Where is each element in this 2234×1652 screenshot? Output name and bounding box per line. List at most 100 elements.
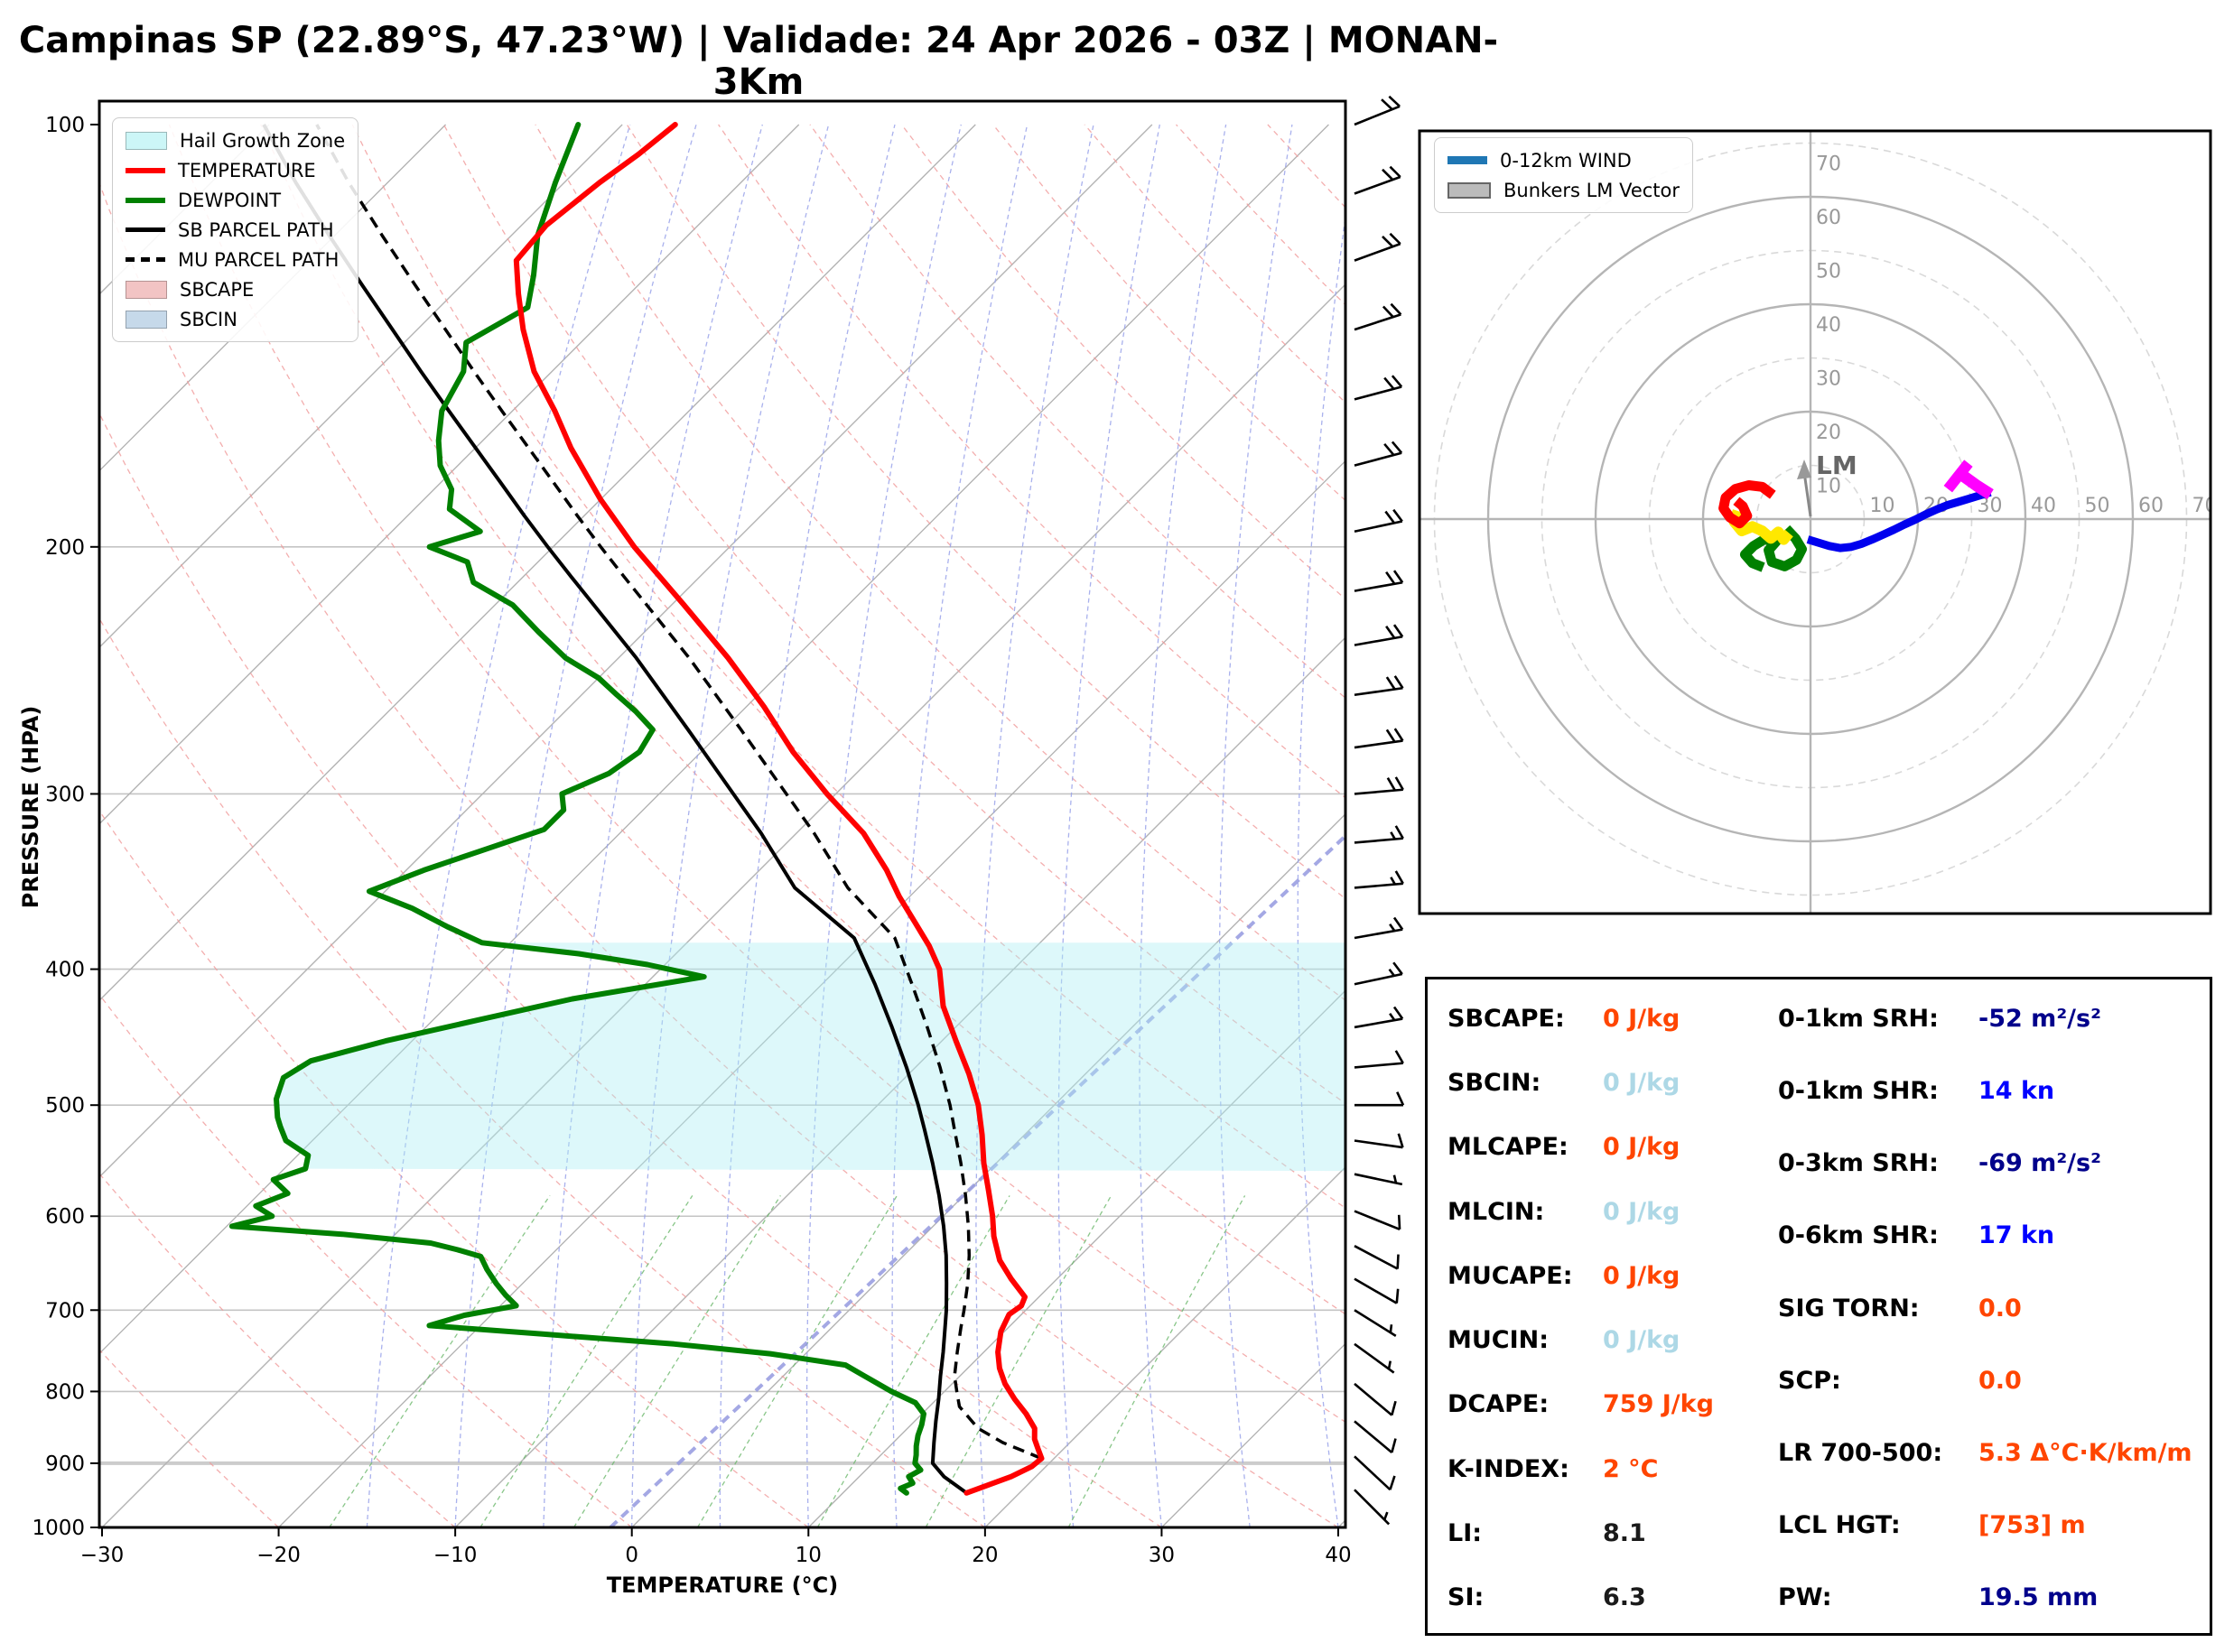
index-row-mlcin: MLCIN: 0 J/kg [1447, 1197, 1680, 1226]
skewt-gridlines [99, 124, 1345, 1527]
wind-barb [1354, 675, 1404, 697]
indices-panel: SBCAPE: 0 J/kg SBCIN: 0 J/kg MLCAPE: 0 J/kg… [1425, 977, 2212, 1636]
index-row-dcape: DCAPE: 759 J/kg [1447, 1390, 1714, 1419]
wind-barbs-column [1354, 95, 1405, 1526]
index-row-0-3km-srh: 0-3km SRH: -69 m²/s² [1778, 1149, 2101, 1178]
wind-line-swatch-icon [1447, 156, 1487, 164]
pressure-tick-label: 600 [45, 1205, 85, 1229]
temperature-tick-label: −20 [256, 1544, 301, 1567]
hodo-bunkers-marker [1959, 469, 1994, 500]
pressure-tick-label: 500 [45, 1094, 85, 1118]
hodo-ring-label: 10 [1870, 495, 1895, 517]
wind-barb [1354, 1091, 1405, 1107]
index-row-pw: PW: 19.5 mm [1778, 1583, 2099, 1611]
temperature-tick-label: −30 [80, 1544, 125, 1567]
wind-barb [1354, 870, 1404, 889]
index-row-0-6km-shr: 0-6km SHR: 17 kn [1778, 1221, 2055, 1250]
sbcin-swatch-icon [126, 310, 167, 329]
index-row-si: SI: 6.3 [1447, 1582, 1646, 1611]
wind-barb [1354, 232, 1401, 262]
lm-marker-label: LM [1816, 450, 1857, 480]
hodo-ring-label: 30 [1816, 368, 1841, 391]
sb-parcel-path-line [262, 124, 968, 1495]
index-row-scp: SCP: 0.0 [1778, 1366, 2022, 1395]
hodo-ring-label: 50 [2085, 495, 2110, 517]
hail-zone-swatch-icon [126, 131, 167, 150]
legend-item-0-12km-wind: 0-12km WIND [1447, 145, 1680, 175]
hodo-bunkers-marker-bar [1943, 459, 1973, 493]
hodograph-frame [1418, 129, 2212, 915]
sb-parcel-line-swatch-icon [126, 227, 165, 232]
legend-item-temperature: TEMPERATURE [126, 155, 345, 185]
wind-barb [1354, 1210, 1401, 1231]
index-row-0-1km-shr: 0-1km SHR: 14 kn [1778, 1077, 2055, 1106]
dewpoint-line-swatch-icon [126, 197, 165, 203]
wind-barb [1354, 441, 1403, 467]
hodo-ring-label: 20 [1816, 422, 1841, 444]
wind-barb [1354, 95, 1401, 126]
wind-barb [1354, 570, 1404, 592]
wind-barb [1354, 916, 1404, 940]
skewt-y-axis-title: PRESSURE (HPA) [18, 705, 43, 909]
wind-barb [1354, 961, 1403, 986]
hodo-ring-label: 70 [2192, 495, 2218, 517]
skewt-profiles [228, 122, 1045, 1496]
temperature-line [513, 122, 1045, 1496]
index-row-lr-700-500: LR 700-500: 5.3 Δ°C·K/km/m [1778, 1438, 2192, 1467]
pressure-tick-label: 200 [45, 536, 85, 560]
hodo-ring-label: 10 [1816, 476, 1841, 498]
lm-vector-arrow-icon [1797, 459, 1811, 479]
wind-barb [1354, 1133, 1404, 1149]
hodo-trace-3-6km [1739, 524, 1807, 572]
index-row-0-1km-srh: 0-1km SRH: -52 m²/s² [1778, 1005, 2101, 1033]
wind-barb [1354, 776, 1404, 795]
hodo-trace-0-1km [1718, 480, 1776, 529]
wind-barb [1354, 1309, 1397, 1338]
index-row-lcl-hgt: LCL HGT: [753] m [1778, 1510, 2086, 1539]
index-row-k-index: K-INDEX: 2 °C [1447, 1454, 1659, 1483]
wind-barb [1354, 1277, 1400, 1304]
index-row-mlcape: MLCAPE: 0 J/kg [1447, 1133, 1680, 1162]
pressure-tick-label: 1000 [32, 1517, 85, 1540]
wind-barb [1354, 1006, 1404, 1029]
hodo-trace-6-12km [1806, 487, 1992, 552]
wind-barb [1354, 1489, 1391, 1526]
wind-barb [1354, 508, 1403, 533]
temperature-tick-label: 20 [972, 1544, 998, 1567]
wind-barb [1354, 1050, 1404, 1069]
wind-barb [1354, 624, 1404, 646]
pressure-tick-label: 800 [45, 1380, 85, 1404]
index-row-sbcin: SBCIN: 0 J/kg [1447, 1069, 1680, 1098]
wind-barb [1354, 165, 1401, 195]
pressure-tick-label: 300 [45, 783, 85, 806]
index-row-li: LI: 8.1 [1447, 1518, 1646, 1547]
pressure-tick-label: 900 [45, 1452, 85, 1476]
skewt-x-axis-title: TEMPERATURE (°C) [606, 1573, 839, 1598]
index-row-mucape: MUCAPE: 0 J/kg [1447, 1261, 1680, 1290]
bunkers-patch-swatch-icon [1447, 181, 1491, 199]
sbcape-swatch-icon [126, 280, 167, 299]
hail-growth-zone [276, 942, 1345, 1172]
index-row-mucin: MUCIN: 0 J/kg [1447, 1326, 1680, 1355]
temperature-tick-label: 30 [1149, 1544, 1175, 1567]
mu-parcel-path-line [315, 124, 1043, 1461]
legend-item-bunkers-lm: Bunkers LM Vector [1447, 175, 1680, 205]
legend-item-mu-parcel: MU PARCEL PATH [126, 245, 345, 274]
legend-item-sbcape: SBCAPE [126, 274, 345, 304]
hodo-ring-label: 40 [2031, 495, 2056, 517]
wind-barb [1354, 1245, 1400, 1270]
hodo-ring-label: 40 [1816, 314, 1841, 337]
temperature-tick-label: 40 [1325, 1544, 1351, 1567]
hodo-ring-label: 60 [2138, 495, 2164, 517]
legend-item-hail-zone: Hail Growth Zone [126, 125, 345, 155]
wind-barb [1354, 728, 1404, 749]
wind-barb [1354, 302, 1402, 331]
pressure-tick-label: 700 [45, 1299, 85, 1323]
page-title: Campinas SP (22.89°S, 47.23°W) | Validad… [18, 20, 1499, 103]
temperature-tick-label: 0 [625, 1544, 638, 1567]
legend-item-dewpoint: DEWPOINT [126, 185, 345, 215]
wind-barb [1354, 825, 1404, 844]
